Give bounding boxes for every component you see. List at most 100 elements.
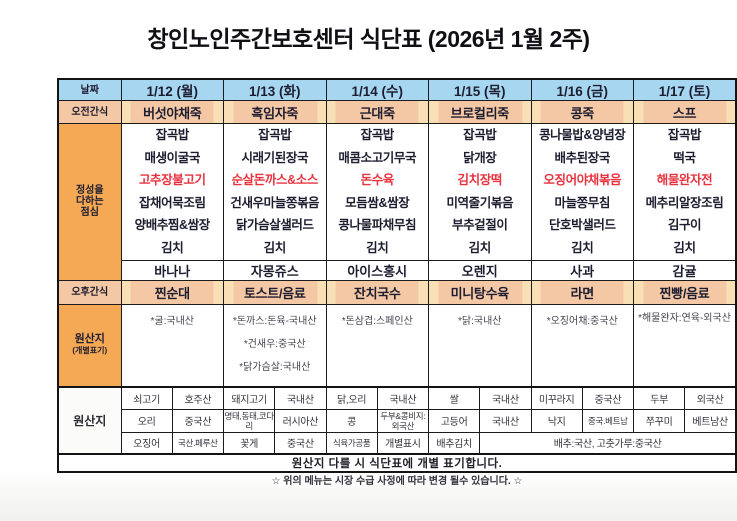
footnote-row: 원산지 다를 시 식단표에 개별 표기합니다.	[57, 453, 737, 473]
menu-item: 김치	[366, 240, 389, 255]
origin-table-row-2: 오리 중국산 명태,동태,코다리 러시아산 콩 두부&콩비지:외국산 고등어 국…	[58, 408, 737, 433]
menu-item: 마늘쫑무침	[554, 195, 610, 210]
afternoon-snack-mon: 찐순대	[120, 279, 224, 305]
origin-notes-fri: *오징어채:중국산	[530, 303, 634, 388]
menu-item: 잡곡밥	[667, 128, 702, 142]
origin-table-row-3: 오징어 국산.페루산 꽃게 중국산 식육가공품 개별표시 배추김치 배추:국산,…	[58, 431, 737, 455]
fruit-cell-mon: 바나나	[120, 259, 224, 281]
origin-item: 쇠고기	[120, 386, 173, 410]
lunch-cell-sat: 잡곡밥 떡국 해물완자전 메추리알장조림 김구이 김치	[633, 123, 737, 261]
lunch-cell-tue: 잡곡밥 시래기된장국 순살돈까스&소스 건새우마늘쫑볶음 닭가슴살샐러드 김치	[223, 123, 327, 261]
lunch-cell-fri: 콩나물밥&양념장 배추된장국 오징어야채볶음 마늘쫑무침 단호박샐러드 김치	[530, 123, 634, 261]
menu-item: 김구이	[667, 218, 702, 233]
menu-item: 김치	[571, 240, 594, 255]
origin-value: 국내산	[274, 386, 327, 410]
origin-item: 콩	[325, 408, 378, 433]
origin-item: 두부	[632, 386, 686, 410]
origin-table-row-1: 원산지 쇠고기 호주산 돼지고기 국내산 닭,오리 국내산 쌀 국내산 미꾸라지…	[57, 386, 737, 455]
origin-note: *오징어채:중국산	[546, 315, 618, 327]
menu-item-highlight: 김치장떡	[457, 173, 503, 188]
origin-value: 러시아산	[274, 408, 327, 433]
origin-value: 국내산	[376, 386, 430, 410]
menu-item: 시래기된장국	[241, 150, 309, 165]
origin-value: 두부&콩비지:외국산	[376, 408, 430, 433]
lunch-label-line: 점심	[80, 207, 99, 219]
origin-value: 국산.페루산	[171, 431, 225, 455]
origin-item: 쌀	[427, 386, 481, 410]
origin-note: *닭가슴살:국내산	[239, 361, 311, 373]
menu-item: 콩나물밥&양념장	[539, 128, 626, 142]
menu-item: 미역줄기볶음	[446, 195, 514, 210]
origin-detail-label-line: 원산지	[74, 333, 105, 346]
afternoon-snack-sat: 찐빵/음료	[633, 279, 737, 305]
menu-item: 잡곡밥	[463, 128, 497, 142]
origin-item: 고등어	[427, 408, 481, 433]
lunch-label-line: 정성을	[75, 185, 104, 197]
origin-note: *돈삼겹:스페인산	[341, 315, 413, 327]
morning-snack-sat: 스프	[633, 100, 737, 124]
menu-item: 건새우마늘쫑볶음	[230, 195, 320, 210]
lunch-cell-wed: 잡곡밥 매콤소고기무국 돈수육 모듬쌈&쌈장 콩나물파채무침 김치	[325, 123, 429, 261]
menu-item: 김치	[468, 240, 492, 255]
origin-value: 개별표시	[376, 431, 430, 455]
origin-value: 외국산	[684, 386, 737, 410]
origin-value: 베트남산	[684, 408, 737, 433]
origin-value: 중국.베트남	[581, 408, 635, 433]
date-cell-fri: 1/16 (금)	[530, 78, 634, 101]
afternoon-snack-label: 오후간식	[57, 279, 122, 305]
origin-note: *굴:국내산	[150, 315, 194, 327]
date-row-label: 날짜	[57, 78, 122, 101]
fruit-cell-wed: 아이스홍시	[325, 259, 429, 281]
origin-note: *돈까스:돈육-국내산	[232, 315, 317, 327]
origin-value: 중국산	[581, 386, 635, 410]
origin-item: 꽃게	[222, 431, 276, 455]
morning-snack-thu: 브로컬리죽	[428, 100, 532, 124]
origin-detail-label: 원산지 (개별표기)	[57, 303, 122, 388]
origin-notes-tue: *돈까스:돈육-국내산 *건새우:중국산 *닭가슴살:국내산	[223, 303, 327, 388]
morning-snack-tue: 흑임자죽	[223, 100, 327, 124]
morning-snack-mon: 버섯야채죽	[120, 100, 224, 124]
fruit-cell-fri: 사과	[530, 259, 634, 281]
afternoon-snack-row: 오후간식 찐순대 토스트/음료 잔치국수 미니탕수육 라면 찐빵/음료	[57, 279, 737, 305]
origin-value: 중국산	[274, 431, 327, 455]
fruit-cell-sat: 감귤	[633, 259, 737, 281]
menu-item-highlight: 오징어야채볶음	[543, 173, 622, 188]
origin-note: *해물완자:연육-외국산	[638, 312, 731, 324]
meal-plan-table: 날짜 1/12 (월) 1/13 (화) 1/14 (수) 1/15 (목) 1…	[57, 78, 737, 474]
date-row: 날짜 1/12 (월) 1/13 (화) 1/14 (수) 1/15 (목) 1…	[57, 78, 737, 101]
origin-item: 쭈꾸미	[632, 408, 686, 433]
lunch-label-line: 다하는	[75, 196, 104, 208]
afternoon-snack-wed: 잔치국수	[325, 279, 429, 305]
origin-detail-label-line: (개별표기)	[72, 346, 108, 356]
origin-item: 식육가공품	[325, 431, 378, 455]
date-cell-mon: 1/12 (월)	[120, 78, 224, 101]
origin-value: 국내산	[479, 408, 532, 433]
origin-bottom-label: 원산지	[57, 386, 122, 455]
origin-item: 낙지	[530, 408, 583, 433]
lunch-cell-thu: 잡곡밥 닭개장 김치장떡 미역줄기볶음 부추겉절이 김치	[428, 123, 532, 261]
menu-item: 단호박샐러드	[548, 218, 616, 233]
menu-item: 닭개장	[463, 150, 497, 165]
origin-notes-wed: *돈삼겹:스페인산	[325, 303, 429, 388]
morning-snack-row: 오전간식 버섯야채죽 흑임자죽 근대죽 브로컬리죽 콩죽 스프	[57, 100, 737, 124]
menu-item: 양배추찜&쌈장	[134, 218, 211, 233]
lunch-cell-mon: 잡곡밥 매생이굴국 고추장불고기 잡채어묵조림 양배추찜&쌈장 김치	[120, 123, 224, 261]
menu-item: 잡곡밥	[155, 128, 190, 142]
date-cell-sat: 1/17 (토)	[633, 78, 737, 101]
origin-value-kimchi: 배추:국산, 고춧가루:중국산	[479, 431, 737, 455]
menu-item-highlight: 고추장불고기	[138, 173, 206, 188]
lunch-row: 정성을 다하는 점심 잡곡밥 매생이굴국 고추장불고기 잡채어묵조림 양배추찜&…	[57, 123, 737, 281]
origin-item: 오징어	[120, 431, 173, 455]
menu-item: 김치	[673, 240, 696, 255]
menu-item: 배추된장국	[554, 150, 610, 165]
page-title: 창인노인주간보호센터 식단표 (2026년 1월 2주)	[147, 26, 590, 52]
menu-item-highlight: 순살돈까스&소스	[231, 173, 319, 188]
fruit-row: 바나나 자몽쥬스 아이스홍시 오렌지 사과 감귤	[58, 259, 737, 281]
morning-snack-fri: 콩죽	[530, 100, 634, 124]
menu-item: 떡국	[673, 150, 696, 165]
menu-item: 닭가슴살샐러드	[235, 218, 314, 233]
origin-notes-mon: *굴:국내산	[120, 303, 224, 388]
menu-item-highlight: 돈수육	[360, 173, 395, 188]
origin-value: 국내산	[479, 386, 532, 410]
fruit-cell-thu: 오렌지	[428, 259, 532, 281]
